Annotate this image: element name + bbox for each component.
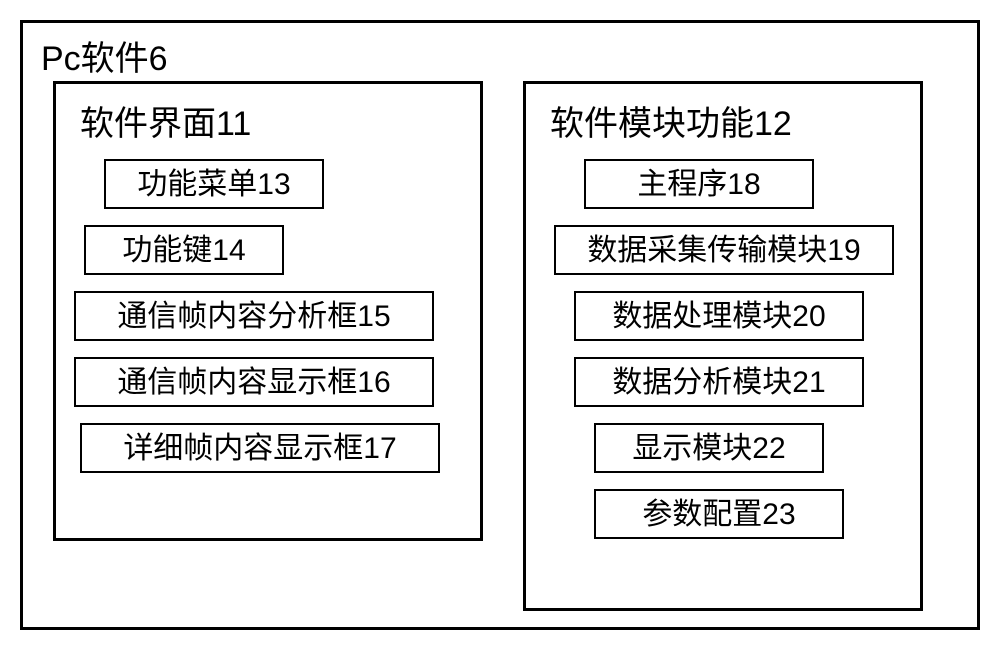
left-item: 通信帧内容显示框16 [74, 357, 434, 407]
right-item: 主程序18 [584, 159, 814, 209]
left-item: 详细帧内容显示框17 [80, 423, 440, 473]
right-item: 数据分析模块21 [574, 357, 864, 407]
outer-container: Pc软件6 软件界面11 功能菜单13 功能键14 通信帧内容分析框15 通信帧… [20, 20, 980, 630]
outer-title: Pc软件6 [41, 31, 168, 80]
left-item-list: 功能菜单13 功能键14 通信帧内容分析框15 通信帧内容显示框16 详细帧内容… [74, 159, 462, 473]
right-item-list: 主程序18 数据采集传输模块19 数据处理模块20 数据分析模块21 显示模块2… [544, 159, 902, 539]
right-item: 参数配置23 [594, 489, 844, 539]
right-item: 显示模块22 [594, 423, 824, 473]
right-item: 数据采集传输模块19 [554, 225, 894, 275]
right-panel: 软件模块功能12 主程序18 数据采集传输模块19 数据处理模块20 数据分析模… [523, 81, 923, 611]
inner-area: 软件界面11 功能菜单13 功能键14 通信帧内容分析框15 通信帧内容显示框1… [53, 81, 947, 605]
left-item: 功能菜单13 [104, 159, 324, 209]
left-panel: 软件界面11 功能菜单13 功能键14 通信帧内容分析框15 通信帧内容显示框1… [53, 81, 483, 541]
left-panel-title: 软件界面11 [80, 96, 462, 145]
left-item: 通信帧内容分析框15 [74, 291, 434, 341]
left-item: 功能键14 [84, 225, 284, 275]
right-item: 数据处理模块20 [574, 291, 864, 341]
right-panel-title: 软件模块功能12 [550, 96, 902, 145]
